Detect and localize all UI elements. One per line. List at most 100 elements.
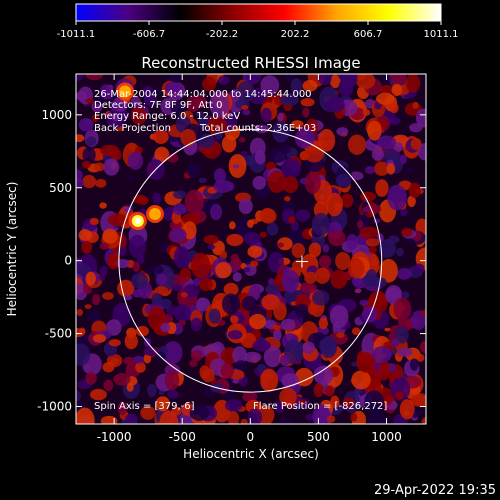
heatmap-blob xyxy=(186,95,201,112)
heatmap-blob xyxy=(198,133,216,149)
heatmap-blob xyxy=(100,84,112,96)
heatmap-blob xyxy=(152,192,162,204)
heatmap-blob xyxy=(421,417,426,424)
heatmap-blob xyxy=(391,83,403,97)
heatmap-blob xyxy=(266,222,279,236)
heatmap-blob xyxy=(290,78,303,95)
heatmap-blob xyxy=(259,208,277,224)
annotation-detectors: Detectors: 7F 8F 9F, Att 0 xyxy=(94,100,222,111)
heatmap-blob xyxy=(85,271,96,286)
heatmap-blob xyxy=(394,391,404,400)
heatmap-blob xyxy=(138,196,149,206)
heatmap-blob xyxy=(304,271,317,284)
heatmap-blob xyxy=(180,292,188,298)
heatmap-blob xyxy=(304,144,325,163)
heatmap-blob xyxy=(198,277,213,292)
heatmap-blob xyxy=(305,413,315,421)
heatmap-blob xyxy=(247,408,263,424)
heatmap-blob xyxy=(377,135,397,149)
heatmap-blob xyxy=(282,201,296,211)
heatmap-blob xyxy=(265,284,281,294)
heatmap-blob xyxy=(243,266,251,273)
timestamp: 29-Apr-2022 19:35 xyxy=(374,483,496,498)
heatmap-image xyxy=(76,74,426,424)
heatmap-blob xyxy=(356,220,364,229)
heatmap-blob xyxy=(367,120,382,141)
heatmap-blob xyxy=(164,81,183,94)
heatmap-blob xyxy=(285,74,296,82)
heatmap-blob xyxy=(364,390,384,414)
heatmap-blob xyxy=(213,168,226,184)
heatmap-blob xyxy=(246,219,254,228)
heatmap-blob xyxy=(81,240,93,254)
annotation-spin-axis: Spin Axis = [379,-6] xyxy=(94,401,195,412)
heatmap-blob xyxy=(405,74,421,93)
heatmap-blob xyxy=(365,203,382,215)
heatmap-blob xyxy=(84,304,92,309)
heatmap-blob xyxy=(215,262,232,279)
heatmap-blob xyxy=(152,87,162,95)
heatmap-blob xyxy=(279,354,290,366)
heatmap-blob xyxy=(341,193,354,208)
heatmap-blob xyxy=(221,293,241,315)
x-tick-label: -1000 xyxy=(97,430,132,444)
heatmap-blob xyxy=(226,233,244,247)
x-tick-label: 1000 xyxy=(371,430,402,444)
heatmap-blob xyxy=(81,160,91,169)
heatmap-blob xyxy=(108,339,121,347)
heatmap-blob xyxy=(100,415,118,424)
heatmap-blob xyxy=(128,234,147,259)
heatmap-blob xyxy=(76,134,85,143)
heatmap-blob xyxy=(298,399,306,405)
heatmap-blob xyxy=(78,117,94,132)
heatmap-blob xyxy=(143,93,157,107)
heatmap-blob xyxy=(208,308,221,324)
heatmap-blob xyxy=(131,106,147,125)
heatmap-blob xyxy=(95,178,107,188)
heatmap-blob xyxy=(407,195,416,208)
heatmap-blob xyxy=(178,319,186,326)
heatmap-blob xyxy=(218,75,230,85)
heatmap-blob xyxy=(308,242,322,258)
heatmap-blob xyxy=(314,267,331,284)
heatmap-blob xyxy=(326,192,343,217)
heatmap-blob xyxy=(158,390,165,396)
heatmap-blob xyxy=(259,231,267,238)
colorbar: -1011.1 -606.7 -202.2 202.2 606.7 1011.1 xyxy=(57,3,459,40)
heatmap-blob xyxy=(281,373,300,388)
heatmap-blob xyxy=(376,92,395,105)
heatmap-blob xyxy=(240,418,248,424)
heatmap-blob xyxy=(408,182,421,198)
heatmap-blob xyxy=(82,174,97,189)
heatmap-blob xyxy=(381,148,399,164)
heatmap-blob xyxy=(89,217,99,226)
heatmap-blob xyxy=(415,108,426,128)
heatmap-blob xyxy=(330,395,340,409)
heatmap-blob xyxy=(368,246,377,254)
heatmap-blob xyxy=(364,166,376,174)
heatmap-blob xyxy=(346,234,358,250)
heatmap-blob xyxy=(312,332,325,341)
heatmap-blob xyxy=(99,265,108,277)
heatmap-blob xyxy=(209,91,229,118)
heatmap-blob xyxy=(394,325,409,344)
heatmap-blob xyxy=(279,387,297,407)
heatmap-blob xyxy=(111,112,119,122)
heatmap-blob xyxy=(347,134,367,155)
heatmap-blob xyxy=(76,343,91,366)
heatmap-blob xyxy=(102,292,114,300)
heatmap-blob xyxy=(91,294,101,306)
heatmap-blob xyxy=(117,246,128,256)
heatmap-blob xyxy=(387,235,400,244)
heatmap-blob xyxy=(140,405,156,420)
heatmap-blob xyxy=(268,278,275,287)
x-tick-label: 500 xyxy=(307,430,330,444)
heatmap-blob xyxy=(382,74,389,84)
heatmap-blob xyxy=(410,138,422,150)
x-axis-label: Heliocentric X (arcsec) xyxy=(183,447,319,461)
x-tick-label: 0 xyxy=(246,430,254,444)
heatmap-blob xyxy=(302,341,315,354)
colorbar-tick-label: -202.2 xyxy=(206,29,238,40)
heatmap-blob xyxy=(125,413,138,424)
